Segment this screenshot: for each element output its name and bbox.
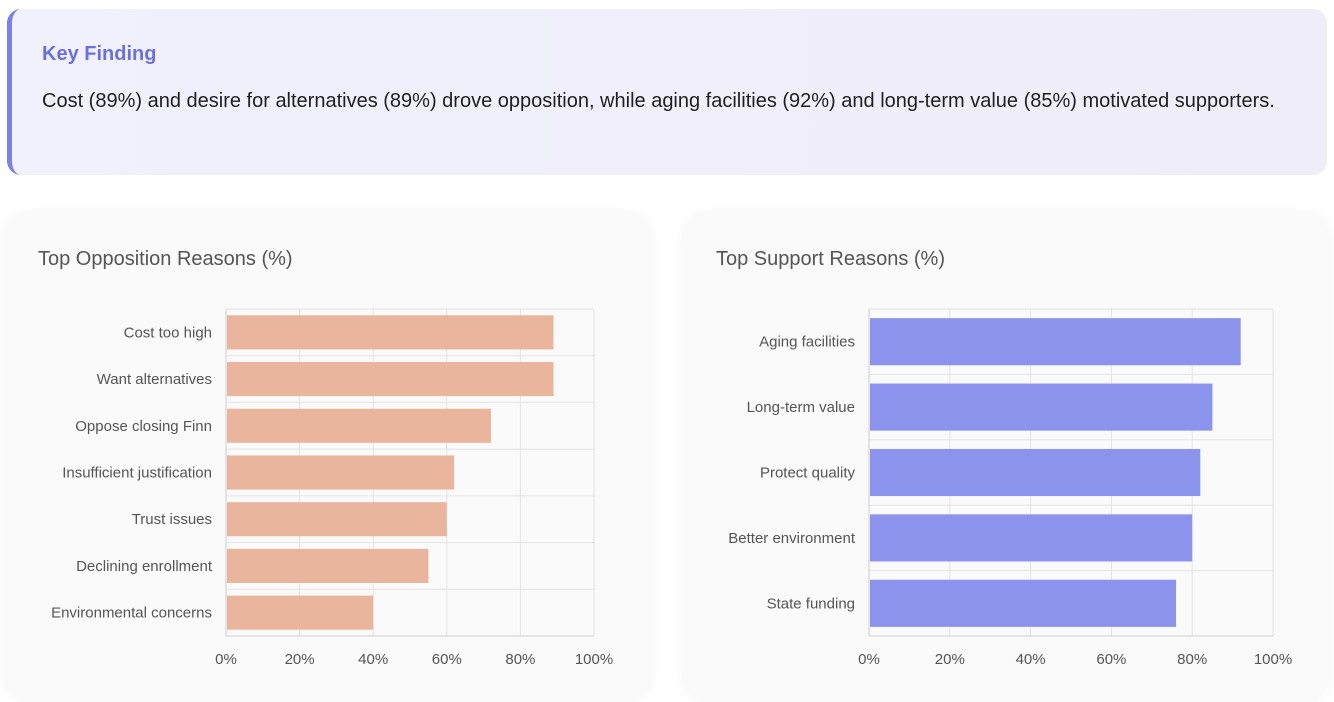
support-x-tick-label: 100% bbox=[1254, 651, 1292, 668]
opposition-bar bbox=[227, 362, 554, 397]
support-x-tick-label: 80% bbox=[1177, 651, 1207, 668]
support-x-tick-label: 20% bbox=[935, 651, 965, 668]
support-category-label: Aging facilities bbox=[759, 334, 855, 351]
opposition-x-tick-label: 80% bbox=[505, 651, 535, 668]
opposition-x-tick-label: 20% bbox=[285, 651, 315, 668]
opposition-category-label: Trust issues bbox=[132, 511, 212, 528]
opposition-x-tick-label: 40% bbox=[358, 651, 388, 668]
opposition-x-tick-label: 100% bbox=[575, 651, 613, 668]
key-finding-text: Cost (89%) and desire for alternatives (… bbox=[42, 90, 1275, 112]
support-chart-title: Top Support Reasons (%) bbox=[716, 248, 946, 270]
support-bar bbox=[870, 383, 1213, 431]
opposition-category-label: Oppose closing Finn bbox=[75, 418, 212, 435]
opposition-category-label: Cost too high bbox=[124, 324, 212, 341]
support-bar bbox=[870, 514, 1193, 562]
support-x-tick-label: 60% bbox=[1096, 651, 1126, 668]
support-x-tick-label: 40% bbox=[1016, 651, 1046, 668]
opposition-category-label: Insufficient justification bbox=[62, 465, 212, 482]
support-category-label: Protect quality bbox=[760, 465, 856, 482]
opposition-bar bbox=[227, 502, 447, 537]
support-category-label: Better environment bbox=[728, 530, 856, 547]
opposition-bar bbox=[227, 408, 491, 443]
opposition-bar bbox=[227, 315, 554, 350]
support-category-label: Long-term value bbox=[747, 399, 855, 416]
opposition-chart: Cost too high Want alternatives Oppose clo… bbox=[51, 308, 613, 668]
opposition-chart-card: Top Opposition Reasons (%) Cost too high… bbox=[4, 212, 652, 702]
key-finding-title: Key Finding bbox=[42, 43, 157, 65]
support-chart-card: Top Support Reasons (%) Aging facilities… bbox=[682, 212, 1330, 702]
support-bar bbox=[870, 318, 1241, 366]
opposition-bar bbox=[227, 548, 429, 583]
support-bar bbox=[870, 448, 1201, 497]
support-category-label: State funding bbox=[767, 595, 855, 612]
opposition-category-label: Declining enrollment bbox=[76, 558, 213, 575]
support-chart: Aging facilities Long-term value Protect q… bbox=[728, 308, 1292, 668]
opposition-category-label: Want alternatives bbox=[97, 371, 212, 388]
opposition-x-tick-label: 0% bbox=[215, 651, 237, 668]
opposition-bar bbox=[227, 455, 455, 490]
opposition-chart-title: Top Opposition Reasons (%) bbox=[38, 248, 293, 270]
key-finding-callout: Key Finding Cost (89%) and desire for al… bbox=[7, 9, 1327, 175]
opposition-bar bbox=[227, 595, 374, 630]
support-bar bbox=[870, 579, 1177, 627]
opposition-category-label: Environmental concerns bbox=[51, 605, 212, 622]
opposition-x-tick-label: 60% bbox=[432, 651, 462, 668]
support-x-tick-label: 0% bbox=[858, 651, 880, 668]
